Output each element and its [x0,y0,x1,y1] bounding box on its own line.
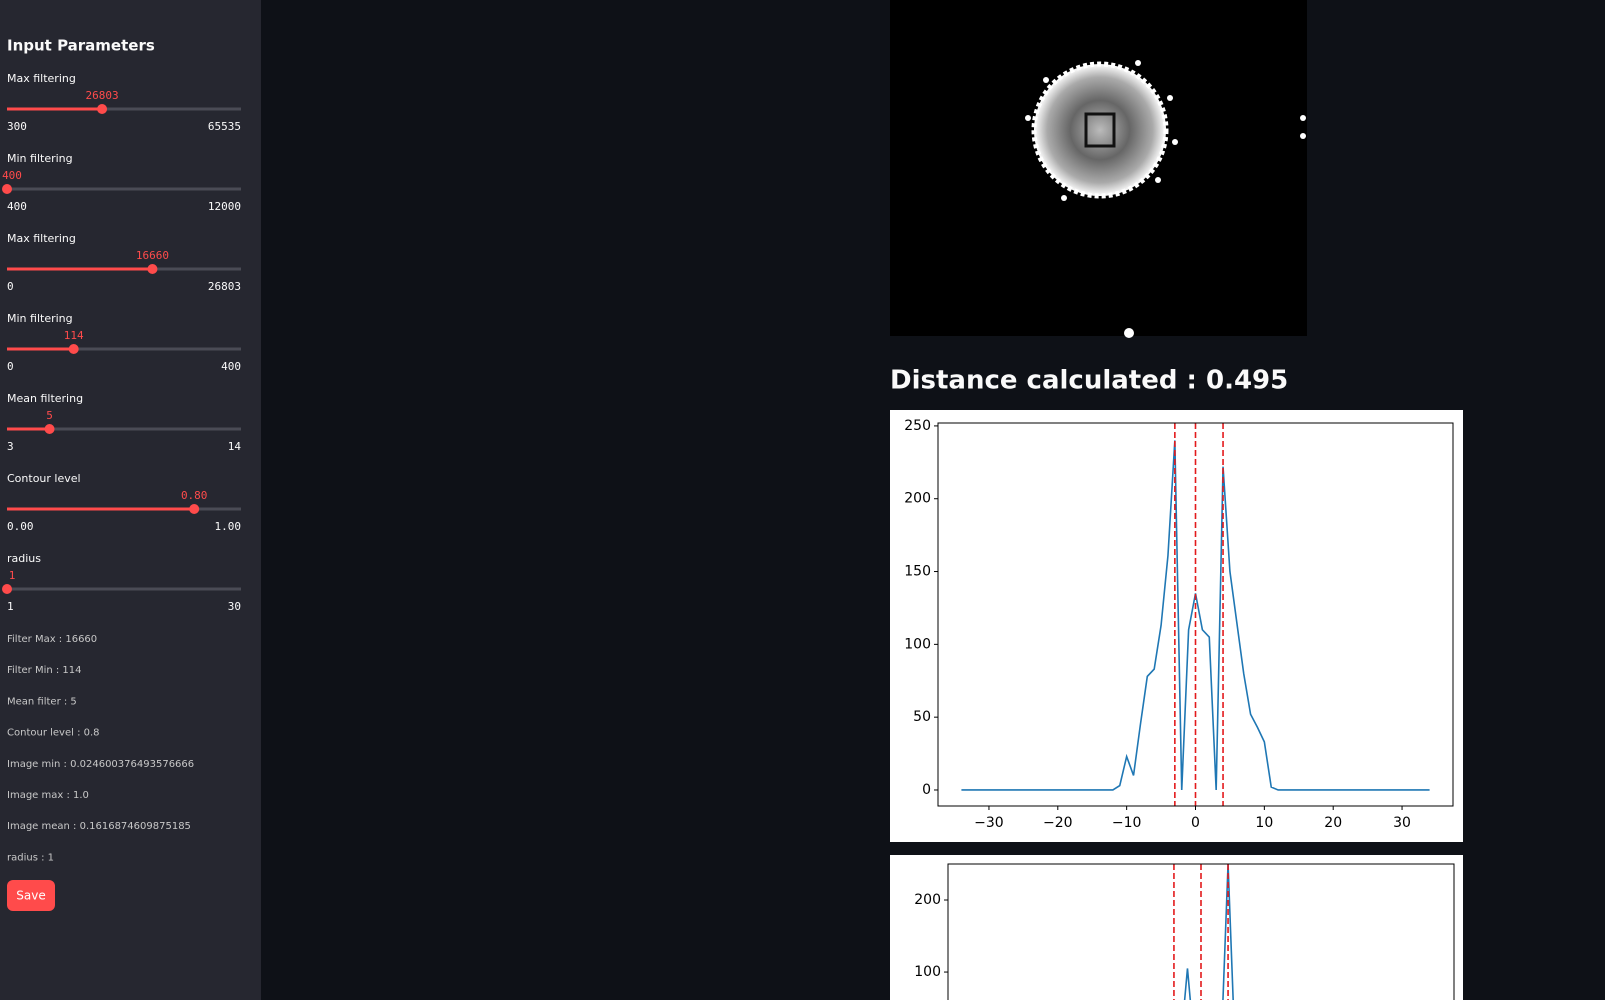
slider-value: 1 [9,569,16,582]
save-button[interactable] [7,880,55,911]
slider-max: 26803 [208,280,241,293]
info-text: Image min : 0.024600376493576666 [7,759,194,770]
slider-max: 400 [221,360,241,373]
y-tick-label: 0 [922,782,931,798]
sidebar [0,0,261,1000]
x-tick-label: 10 [1255,815,1273,831]
slider-value: 114 [64,329,84,342]
slider-label: Mean filtering [7,392,83,405]
slider-thumb[interactable] [147,264,158,274]
slider-value: 5 [46,409,53,422]
slider-thumb[interactable] [189,504,200,514]
y-tick-label: 100 [904,636,931,652]
slider-max: 14 [228,440,242,453]
info-text: Filter Max : 16660 [7,634,97,645]
slider-thumb[interactable] [44,424,55,434]
slider-thumb[interactable] [2,184,12,194]
data-line [961,440,1430,791]
x-tick-label: 30 [1393,815,1411,831]
sidebar-title: Input Parameters [7,37,155,55]
slider-label: Min filtering [7,152,73,165]
slider-label: Max filtering [7,72,76,85]
info-text: Mean filter : 5 [7,696,77,707]
chart: 100 200 [890,855,1463,1000]
slider-max: 30 [228,600,241,613]
slider-min: 1 [7,600,14,613]
slider-value: 16660 [136,249,169,262]
chart: 0 50 100 150 200 250 −30 −20 −10 0 10 20 30 [890,410,1463,842]
axes-frame [947,863,1455,1000]
slider-max: 65535 [208,120,241,133]
y-tick-label: 100 [914,964,941,980]
slider-label: radius [7,552,41,565]
slider-value: 26803 [86,89,119,102]
slider-min: 400 [7,200,27,213]
slider-max: 12000 [208,200,241,213]
slider-value: 0.80 [181,489,208,502]
info-text: radius : 1 [7,852,54,863]
save-button-label[interactable]: Save [16,889,45,903]
slider-label: Min filtering [7,312,73,325]
slider-min: 0 [7,280,14,293]
x-tick-label: −10 [1112,815,1142,831]
axes-frame [937,422,1454,807]
x-tick-label: −30 [974,815,1004,831]
slider-min: 0.00 [7,520,34,533]
x-tick-label: 0 [1191,815,1200,831]
heading: Distance calculated : 0.495 [890,366,1288,396]
slider-label: Max filtering [7,232,76,245]
image [890,0,1307,338]
slider-thumb[interactable] [97,104,108,114]
y-tick-label: 250 [904,418,931,434]
slider-min: 0 [7,360,14,373]
y-tick-label: 200 [904,491,931,507]
slider-min: 3 [7,440,14,453]
y-tick-label: 200 [914,892,941,908]
info-text: Filter Min : 114 [7,665,82,676]
slider-thumb[interactable] [68,344,79,354]
info-text: Image max : 1.0 [7,790,89,801]
slider-thumb[interactable] [2,584,12,594]
data-line [1183,863,1234,1000]
info-text: Contour level : 0.8 [7,728,100,739]
slider-min: 300 [7,120,27,133]
x-tick-label: 20 [1324,815,1342,831]
chart-background [890,855,1463,1000]
y-tick-label: 150 [904,564,931,580]
slider-value: 400 [2,169,22,182]
chart-background [890,410,1463,842]
slider-max: 1.00 [215,520,242,533]
slider-label: Contour level [7,472,81,485]
info-text: Image mean : 0.1616874609875185 [7,821,191,832]
x-tick-label: −20 [1043,815,1073,831]
y-tick-label: 50 [913,709,931,725]
